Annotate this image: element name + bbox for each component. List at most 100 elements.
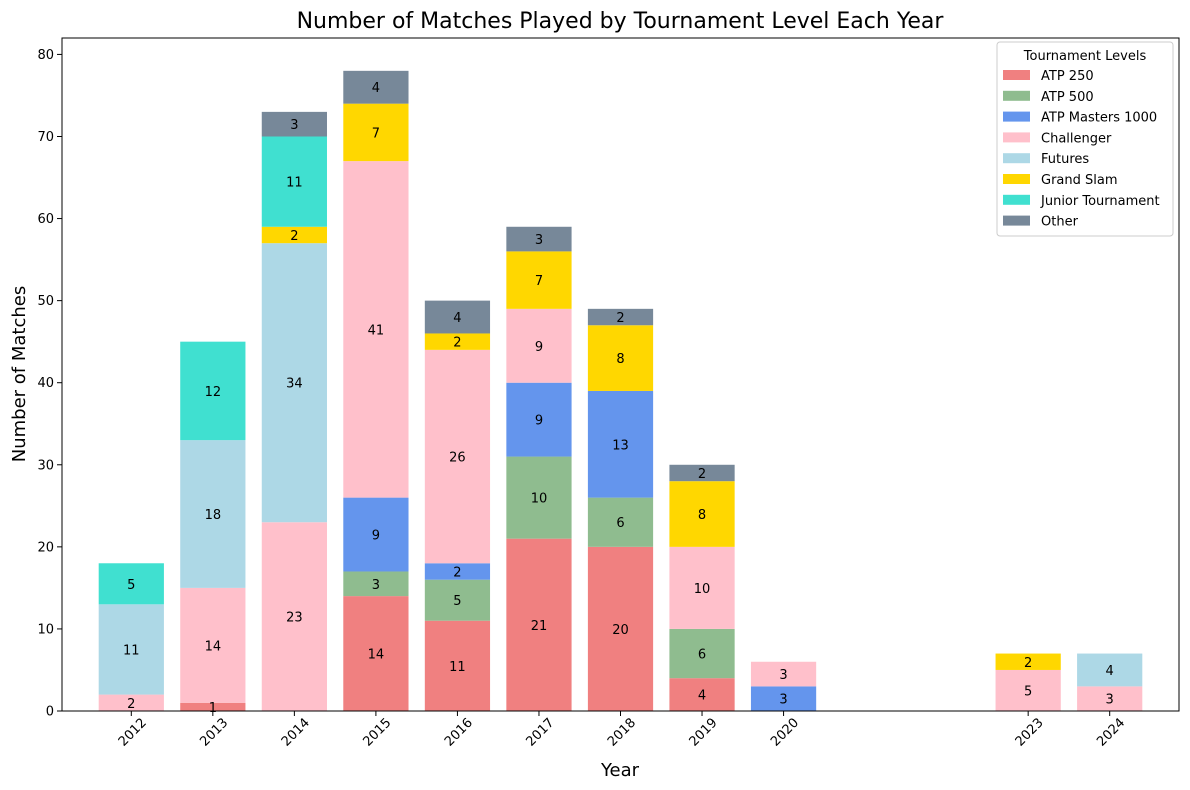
bar-data-label: 5 <box>453 594 461 609</box>
legend-label: ATP 500 <box>1041 90 1094 105</box>
x-tick-label: 2015 <box>360 716 394 750</box>
bar-data-label: 3 <box>1106 693 1114 708</box>
bar-data-label: 2 <box>616 311 624 326</box>
legend-swatch <box>1003 132 1030 143</box>
bar-segment <box>180 702 246 711</box>
bar-data-label: 26 <box>449 451 466 466</box>
bar-data-label: 3 <box>779 693 787 708</box>
bar-data-label: 2 <box>127 697 135 712</box>
bar-segment <box>98 604 164 695</box>
y-tick-label: 30 <box>37 458 54 473</box>
x-tick-label: 2012 <box>116 716 150 750</box>
bar-data-label: 5 <box>1024 684 1032 699</box>
bar-data-label: 9 <box>372 529 380 544</box>
x-tick-label: 2014 <box>279 716 313 750</box>
bar-data-label: 3 <box>290 118 298 133</box>
bar-data-label: 4 <box>1106 664 1114 679</box>
bar-segment <box>343 596 409 711</box>
bar-segment <box>343 103 409 162</box>
bar-data-label: 34 <box>286 377 303 392</box>
y-tick-label: 40 <box>37 376 54 391</box>
bar-data-label: 18 <box>205 508 222 523</box>
x-tick-label: 2020 <box>768 716 802 750</box>
y-tick-label: 50 <box>37 294 54 309</box>
x-tick-label: 2017 <box>523 716 557 750</box>
bar-segment <box>669 481 735 547</box>
bar-data-label: 2 <box>1024 656 1032 671</box>
bar-segment <box>506 456 572 539</box>
bar-segment <box>506 308 572 383</box>
bar-segment <box>180 440 246 588</box>
legend-swatch <box>1003 215 1030 226</box>
bar-segment <box>180 587 246 703</box>
bar-data-label: 4 <box>453 311 461 326</box>
bar-segment <box>669 464 735 482</box>
bar-segment <box>506 226 572 252</box>
bar-segment <box>506 382 572 457</box>
bar-data-label: 6 <box>698 648 706 663</box>
legend-swatch <box>1003 153 1030 164</box>
x-tick-label: 2024 <box>1094 716 1128 750</box>
bar-data-label: 2 <box>453 565 461 580</box>
bar-data-label: 5 <box>127 578 135 593</box>
legend-label: Junior Tournament <box>1040 194 1160 209</box>
bar-segment <box>261 226 327 244</box>
bar-segment <box>669 628 735 679</box>
x-tick-label: 2023 <box>1013 716 1047 750</box>
x-tick-label: 2016 <box>442 716 476 750</box>
bar-segment <box>669 678 735 711</box>
bar-data-label: 4 <box>698 689 706 704</box>
bar-data-label: 10 <box>694 582 711 597</box>
bar-segment <box>587 546 654 711</box>
legend-swatch <box>1003 111 1030 122</box>
bar-data-label: 4 <box>372 81 380 96</box>
x-tick-label: 2019 <box>687 716 721 750</box>
bar-segment <box>261 136 327 227</box>
bar-data-label: 2 <box>290 229 298 244</box>
legend-label: Grand Slam <box>1041 173 1118 188</box>
bar-labels-layer: 2115114181223342113143941741152262421109… <box>123 81 1114 716</box>
legend: Tournament Levels ATP 250 ATP 500 ATP Mast… <box>996 41 1174 237</box>
bar-segment <box>506 538 572 711</box>
y-axis-title: Number of Matches <box>9 286 30 462</box>
legend-swatch <box>1003 90 1030 101</box>
bar-data-label: 2 <box>698 467 706 482</box>
bar-data-label: 12 <box>205 385 222 400</box>
bar-data-label: 3 <box>535 233 543 248</box>
bar-data-label: 23 <box>286 611 303 626</box>
x-tick-label: 2013 <box>197 716 231 750</box>
legend-label: ATP 250 <box>1041 69 1094 84</box>
legend-label: Challenger <box>1041 131 1112 146</box>
bar-segment <box>750 686 817 711</box>
bar-segment <box>669 546 735 629</box>
bar-segment <box>1077 686 1143 711</box>
bar-data-label: 14 <box>205 639 222 654</box>
y-tick-label: 0 <box>46 705 54 720</box>
bar-segment <box>343 497 409 572</box>
bar-segment <box>995 669 1061 711</box>
y-tick-label: 60 <box>37 212 54 227</box>
legend-label: Futures <box>1041 152 1089 167</box>
bar-data-label: 21 <box>531 619 548 634</box>
bar-segment <box>750 661 817 687</box>
bar-data-label: 20 <box>612 623 629 638</box>
bar-data-label: 1 <box>209 701 217 716</box>
bar-segment <box>587 308 654 326</box>
bar-segment <box>424 579 491 621</box>
x-tick-label: 2018 <box>605 716 639 750</box>
legend-box <box>996 41 1174 237</box>
bar-segment <box>424 563 491 580</box>
bar-data-label: 8 <box>616 352 624 367</box>
bar-segment <box>343 571 409 597</box>
bar-segment <box>506 251 572 309</box>
bar-segment <box>98 563 164 605</box>
y-tick-label: 20 <box>37 540 54 555</box>
bar-data-label: 41 <box>368 323 385 338</box>
bar-segment <box>424 333 491 350</box>
bar-segment <box>180 341 246 441</box>
bar-data-label: 11 <box>286 176 303 191</box>
bar-data-label: 2 <box>453 336 461 351</box>
legend-label: ATP Masters 1000 <box>1041 111 1157 126</box>
